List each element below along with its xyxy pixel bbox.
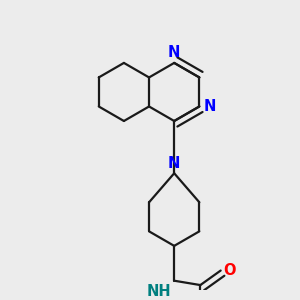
Text: O: O [224,263,236,278]
Text: N: N [168,156,180,171]
Text: N: N [204,99,216,114]
Text: N: N [168,45,180,60]
Text: NH: NH [147,284,171,298]
